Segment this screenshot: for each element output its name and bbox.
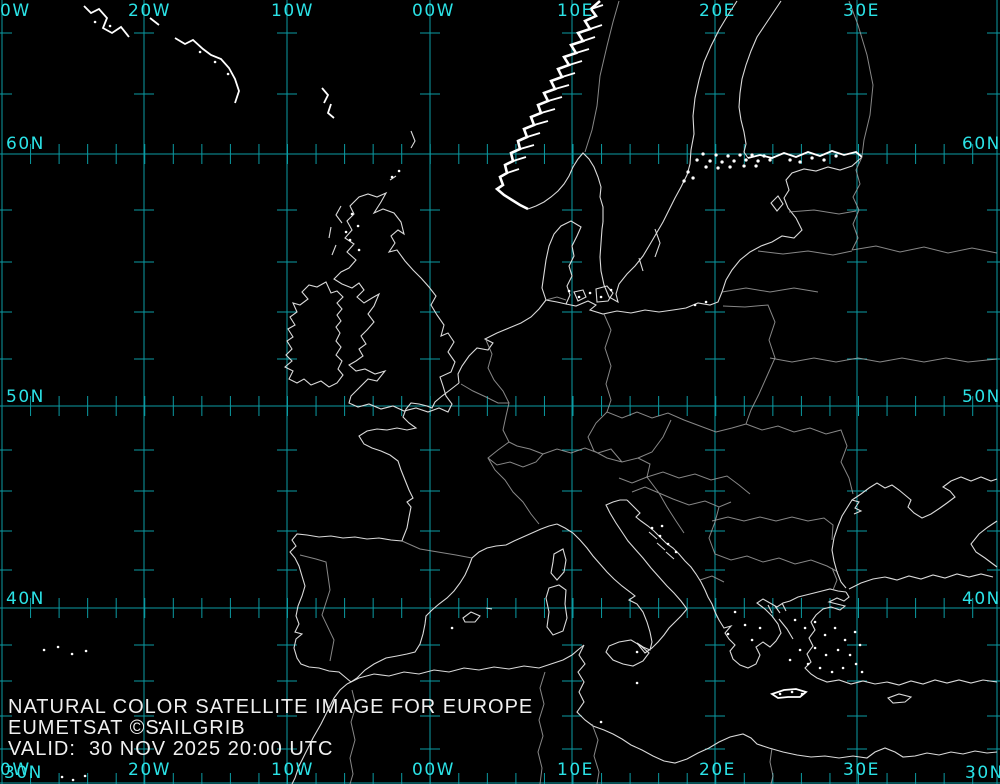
coastline-sardinia-corsica (545, 548, 568, 636)
coastline-italy (556, 499, 688, 654)
coastline-finland-west (738, 0, 782, 159)
border-romania-ukraine (711, 423, 854, 541)
snow-cloud-speckle-layer (42, 20, 864, 782)
coastline-black-sea (831, 476, 998, 590)
caption-title: NATURAL COLOR SATELLITE IMAGE FOR EUROPE (8, 696, 534, 718)
grid-label-top-10e: 10E (557, 1, 594, 21)
coastline-baltic (565, 156, 863, 315)
grid-label-right-50n: 50N (962, 387, 1000, 407)
border-france-germany (460, 296, 567, 525)
norway-fjord-branches (506, 4, 604, 174)
coastline-adriatic-greece (626, 499, 847, 669)
grid-label-right-40n: 40N (962, 589, 1000, 609)
coastline-sweden (599, 0, 738, 304)
border-balkans (631, 471, 839, 591)
border-scandinavia (584, 0, 874, 157)
grid-label-right-60n: 60N (962, 134, 1000, 154)
coastline-north-africa (291, 644, 998, 784)
coastline-france-west (358, 382, 460, 542)
coastline-north-sea (457, 299, 547, 384)
grid-label-bottom-00w: 00W (412, 760, 455, 780)
terrain-specks (93, 20, 708, 554)
grid-label-top-20w: 20W (128, 1, 171, 21)
caption-valid-time: VALID: 30 NOV 2025 20:00 UTC (8, 738, 334, 760)
grid-label-bottom-20e: 20E (699, 760, 736, 780)
border-poland (603, 304, 776, 433)
coastline-faroe-islands (321, 87, 335, 119)
grid-label-left-40n: 40N (6, 589, 45, 609)
coastline-scottish-isles (328, 130, 416, 256)
border-north-africa (349, 671, 774, 784)
coastline-great-britain (333, 191, 456, 413)
coastline-ireland (284, 281, 344, 388)
coastline-iceland (83, 5, 240, 104)
grid-label-left-50n: 50N (6, 387, 45, 407)
grid-label-top-20e: 20E (699, 1, 736, 21)
border-baltics-russia (721, 156, 998, 363)
grid-label-bottom-10e: 10E (557, 760, 594, 780)
grid-label-bottom-20w: 20W (128, 760, 171, 780)
grid-label-bottom-30n: 30N (4, 763, 43, 783)
coastline-norway-fjords (494, 0, 601, 211)
coastline-sicily (605, 639, 650, 667)
grid-label-bottom-30e: 30E (843, 760, 880, 780)
coastline-balearics (462, 607, 493, 623)
grid-label-bottom-10w: 10W (271, 760, 314, 780)
coastline-finland-south (747, 150, 863, 159)
border-iberia (299, 540, 473, 662)
country-borders-layer (299, 0, 998, 784)
atlantic-island-specks (42, 626, 639, 782)
border-czech-austria (542, 411, 672, 484)
coastline-norway-south (527, 152, 604, 222)
coastline-denmark (541, 220, 614, 305)
coastline-turkey-west (804, 591, 998, 704)
caption-credit: EUMETSAT ©SAILGRIB (8, 717, 246, 739)
coastline-layer (83, 0, 998, 784)
grid-label-bottom-0w: 0W (0, 760, 31, 780)
grid-label-top-30e: 30E (843, 1, 880, 21)
aland-archipelago-specks (682, 152, 838, 183)
grid-label-top-10w: 10W (271, 1, 314, 21)
grid-label-top-0w: 0W (0, 1, 31, 21)
grid-label-left-60n: 60N (6, 134, 45, 154)
coastline-iberia (289, 523, 558, 683)
grid-label-top-00w: 00W (412, 1, 455, 21)
grid-label-bottom-30n: 30N (965, 763, 1000, 783)
aegean-island-specks (726, 610, 864, 696)
